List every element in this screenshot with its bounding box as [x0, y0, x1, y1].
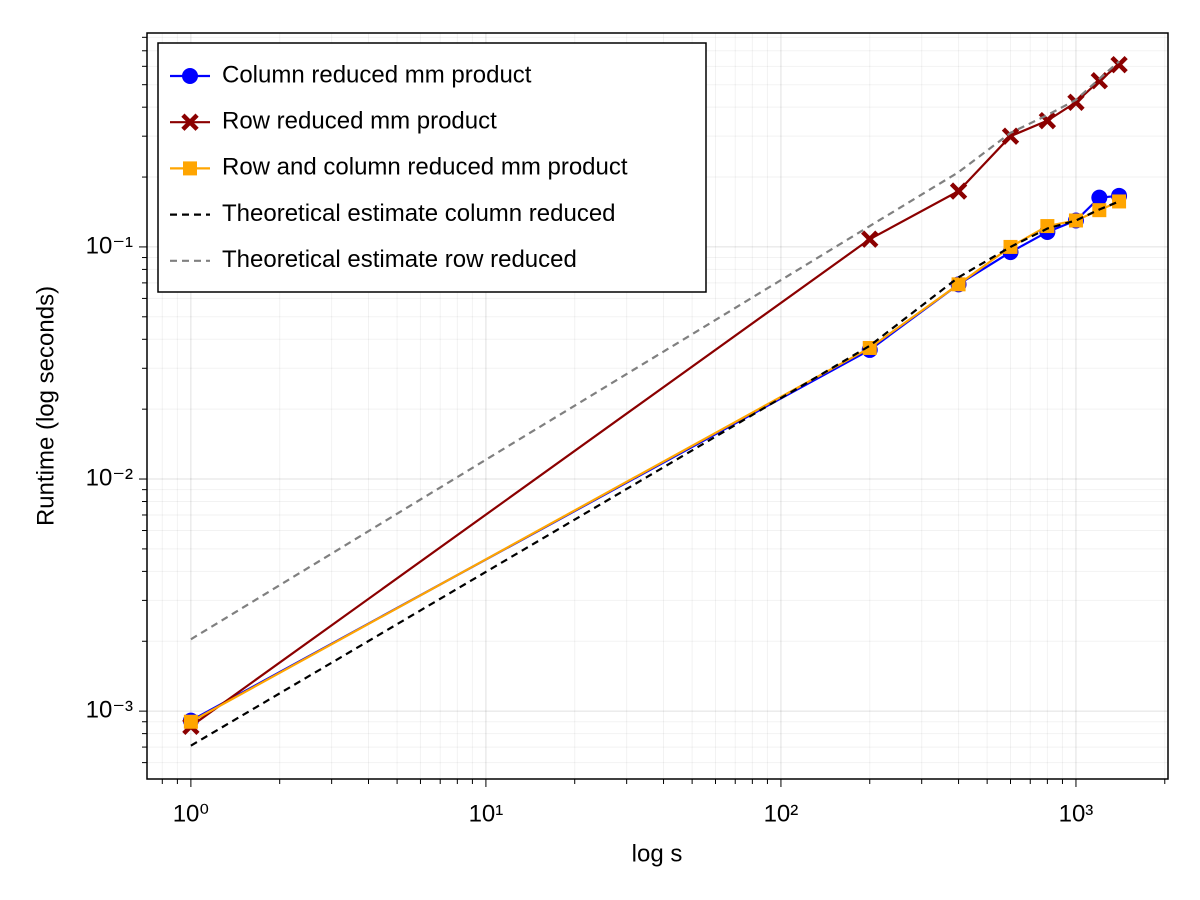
marker — [862, 340, 877, 355]
marker — [949, 182, 968, 200]
series-line — [190, 60, 1120, 641]
marker — [183, 161, 197, 176]
legend-box — [157, 42, 707, 293]
plot-frame — [146, 32, 1169, 780]
x-tick-label: 10³ — [1059, 800, 1094, 827]
marker — [1001, 127, 1020, 145]
legend: Column reduced mm product Row reduced mm … — [157, 42, 707, 293]
legend-label: Row reduced mm product — [222, 108, 497, 135]
marker — [183, 714, 198, 729]
y-tick-label: 10⁻³ — [86, 696, 133, 723]
marker — [1067, 93, 1085, 111]
x-axis-label: log s — [632, 840, 683, 867]
legend-label: Column reduced mm product — [222, 61, 532, 88]
marker — [1090, 72, 1109, 90]
marker — [861, 230, 879, 248]
marker — [181, 113, 199, 131]
marker — [1040, 219, 1055, 234]
marker — [1110, 55, 1128, 74]
marker — [182, 68, 198, 84]
series-line — [190, 200, 1120, 747]
legend-label: Row and column reduced mm product — [222, 154, 628, 181]
marker — [1091, 189, 1108, 206]
legend-label: Theoretical estimate row reduced — [222, 246, 577, 273]
y-axis-label: Runtime (log seconds) — [32, 286, 59, 526]
marker — [1112, 194, 1127, 209]
x-tick-label: 10² — [764, 800, 799, 827]
x-tick-label: 10⁰ — [173, 800, 209, 827]
y-tick-label: 10⁻¹ — [86, 232, 133, 259]
marker — [951, 277, 966, 292]
x-tick-label: 10¹ — [469, 800, 504, 827]
legend-label: Theoretical estimate column reduced — [222, 200, 616, 227]
marker — [1068, 213, 1083, 228]
y-tick-label: 10⁻² — [86, 464, 133, 491]
